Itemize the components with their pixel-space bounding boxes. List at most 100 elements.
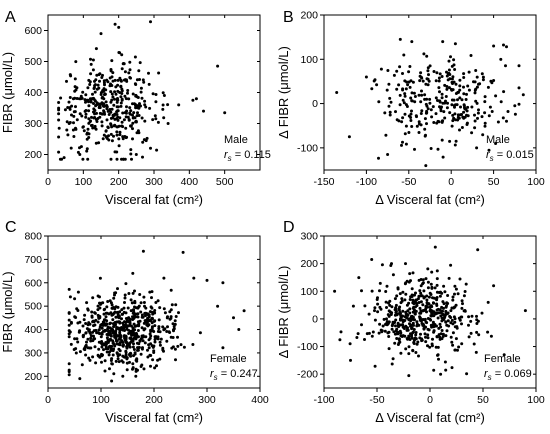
- scatter-point: [443, 360, 447, 364]
- scatter-point: [419, 332, 422, 336]
- scatter-point: [418, 79, 422, 83]
- scatter-point: [450, 124, 454, 128]
- scatter-points: [57, 20, 227, 161]
- scatter-point: [460, 98, 464, 102]
- scatter-point: [445, 74, 449, 78]
- scatter-point: [138, 293, 142, 296]
- x-axis-label: Visceral fat (cm²): [105, 192, 203, 207]
- scatter-point: [101, 73, 104, 77]
- scatter-point: [102, 133, 106, 137]
- scatter-point: [128, 68, 132, 72]
- scatter-point: [445, 87, 449, 91]
- scatter-point: [132, 310, 136, 314]
- scatter-point: [98, 72, 102, 76]
- scatter-point: [398, 340, 402, 344]
- scatter-point: [450, 80, 454, 84]
- scatter-point: [129, 309, 133, 313]
- scatter-point: [99, 323, 103, 327]
- scatter-point: [176, 335, 179, 339]
- scatter-point: [127, 292, 131, 295]
- x-tick-label: 100: [75, 176, 93, 188]
- scatter-point: [105, 322, 109, 326]
- scatter-point: [386, 69, 390, 72]
- scatter-point: [90, 315, 94, 319]
- scatter-point: [109, 132, 113, 136]
- scatter-point: [355, 336, 359, 339]
- scatter-point: [86, 86, 90, 90]
- scatter-point: [460, 342, 464, 346]
- scatter-point: [453, 320, 457, 324]
- scatter-point: [404, 124, 408, 128]
- scatter-point: [441, 155, 445, 159]
- scatter-point: [348, 342, 352, 346]
- scatter-point: [403, 92, 407, 96]
- scatter-point: [100, 354, 104, 358]
- scatter-point: [496, 120, 500, 124]
- scatter-point: [385, 306, 388, 309]
- scatter-point: [440, 75, 444, 78]
- scatter-point: [389, 100, 393, 104]
- scatter-point: [67, 311, 71, 315]
- scatter-point: [391, 273, 395, 277]
- scatter-point: [128, 60, 132, 64]
- scatter-point: [100, 342, 104, 346]
- scatter-point: [116, 357, 120, 361]
- scatter-point: [143, 327, 147, 331]
- scatter-point: [424, 164, 428, 168]
- scatter-point: [131, 92, 135, 96]
- y-tick-label: 0: [312, 313, 318, 325]
- scatter-point: [399, 323, 403, 327]
- scatter-point: [90, 97, 94, 101]
- scatter-point: [440, 138, 444, 142]
- y-tick-label: -100: [297, 341, 318, 353]
- scatter-point: [452, 58, 456, 62]
- scatter-point: [105, 350, 109, 354]
- scatter-point: [401, 72, 404, 75]
- scatter-point: [158, 306, 162, 310]
- scatter-point: [98, 104, 102, 108]
- scatter-point: [143, 304, 146, 308]
- scatter-point: [109, 359, 113, 362]
- scatter-point: [390, 311, 394, 315]
- scatter-point: [467, 323, 470, 327]
- scatter-point: [139, 337, 143, 341]
- scatter-point: [412, 328, 416, 331]
- scatter-point: [414, 351, 418, 354]
- scatter-point: [94, 47, 98, 51]
- scatter-point: [134, 374, 138, 378]
- scatter-point: [78, 377, 82, 381]
- x-tick-label: 200: [145, 394, 163, 406]
- scatter-point: [437, 86, 441, 90]
- scatter-point: [62, 156, 66, 160]
- scatter-point: [473, 126, 477, 130]
- scatter-point: [422, 289, 426, 293]
- scatter-point: [87, 100, 90, 104]
- scatter-point: [439, 311, 443, 314]
- scatter-point: [104, 129, 108, 133]
- scatter-point: [159, 337, 163, 341]
- scatter-point: [492, 79, 496, 82]
- scatter-point: [434, 324, 437, 328]
- scatter-point: [116, 98, 120, 102]
- scatter-point: [384, 133, 388, 137]
- scatter-point: [106, 347, 110, 351]
- scatter-point: [131, 362, 135, 366]
- scatter-point: [121, 125, 125, 129]
- scatter-point: [145, 321, 149, 325]
- scatter-point: [92, 334, 95, 338]
- scatter-point: [162, 328, 166, 332]
- scatter-point: [413, 312, 417, 316]
- scatter-point: [120, 359, 124, 363]
- y-tick-label: -200: [297, 369, 318, 381]
- scatter-point: [82, 333, 85, 337]
- scatter-point: [116, 89, 120, 93]
- scatter-point: [169, 315, 173, 319]
- scatter-point: [405, 303, 409, 307]
- scatter-point: [432, 329, 436, 333]
- scatter-point: [434, 345, 438, 349]
- scatter-point: [467, 335, 471, 339]
- scatter-point: [486, 300, 490, 304]
- scatter-point: [80, 114, 84, 118]
- scatter-point: [390, 262, 393, 266]
- scatter-point: [499, 57, 503, 61]
